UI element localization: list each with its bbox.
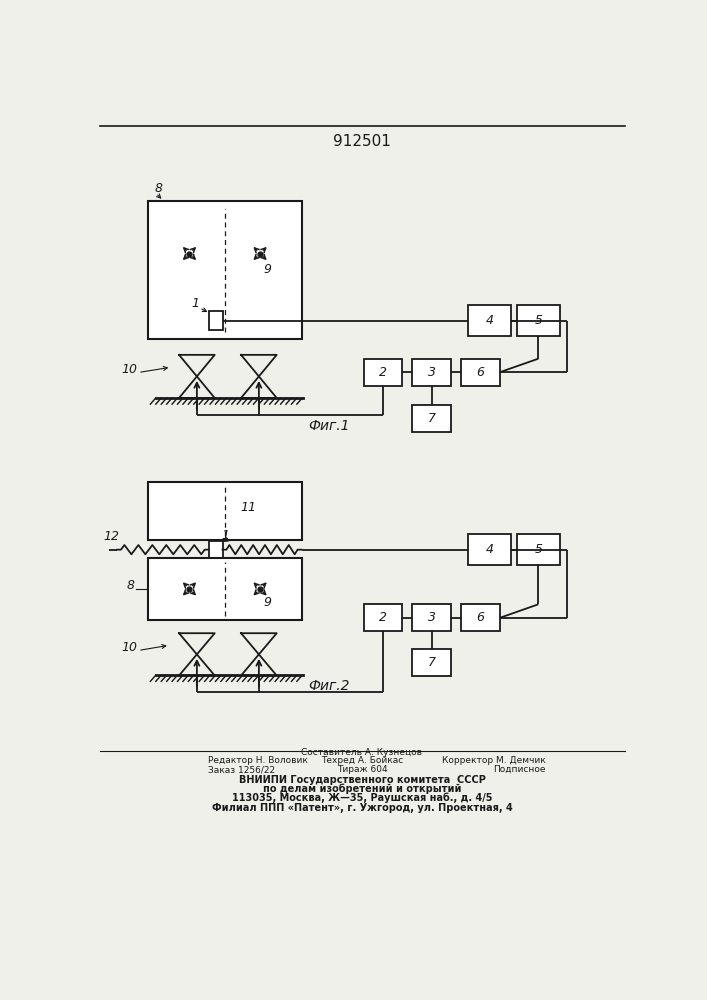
Text: 9: 9 (264, 263, 272, 276)
Bar (363, 604, 402, 631)
Bar (461, 604, 500, 631)
Bar (148, 558, 301, 620)
Text: 8: 8 (127, 579, 134, 592)
Text: Редактор Н. Воловик: Редактор Н. Воловик (209, 756, 308, 765)
Text: Техред А. Бойкас: Техред А. Бойкас (321, 756, 403, 765)
Text: 11: 11 (240, 501, 256, 514)
Text: 5: 5 (534, 314, 542, 327)
Bar (148, 201, 301, 339)
Bar (517, 305, 559, 336)
Text: 8: 8 (154, 182, 162, 195)
Bar (468, 534, 510, 565)
Bar (412, 359, 451, 386)
Bar (412, 405, 451, 432)
Text: Подписное: Подписное (493, 765, 546, 774)
Text: Заказ 1256/22: Заказ 1256/22 (209, 765, 276, 774)
Bar (209, 311, 223, 330)
Text: 3: 3 (428, 366, 436, 379)
Text: 7: 7 (428, 412, 436, 425)
Text: 10: 10 (121, 363, 137, 376)
Bar (412, 649, 451, 676)
Bar (468, 305, 510, 336)
Text: 9: 9 (263, 596, 271, 609)
Text: Фиг.1: Фиг.1 (308, 419, 349, 433)
Text: 3: 3 (428, 611, 436, 624)
Text: 6: 6 (477, 366, 484, 379)
Text: 1: 1 (222, 529, 230, 542)
Text: 6: 6 (477, 611, 484, 624)
Text: Составитель А. Кузнецов: Составитель А. Кузнецов (301, 748, 423, 757)
Text: Корректор М. Демчик: Корректор М. Демчик (442, 756, 546, 765)
Text: 7: 7 (428, 656, 436, 669)
Text: 4: 4 (486, 543, 493, 556)
Bar (517, 534, 559, 565)
Text: 12: 12 (103, 530, 119, 543)
Text: 2: 2 (379, 366, 387, 379)
Text: 10: 10 (121, 641, 137, 654)
Text: по делам изобретений и открытий: по делам изобретений и открытий (263, 784, 461, 794)
Text: 5: 5 (534, 543, 542, 556)
Text: Тираж 604: Тираж 604 (337, 765, 387, 774)
Text: 113035, Москва, Ж—35, Раушская наб., д. 4/5: 113035, Москва, Ж—35, Раушская наб., д. … (232, 793, 492, 803)
Text: Филиал ППП «Патент», г. Ужгород, ул. Проектная, 4: Филиал ППП «Патент», г. Ужгород, ул. Про… (211, 803, 513, 813)
Text: 2: 2 (379, 611, 387, 624)
Bar (363, 359, 402, 386)
Bar (461, 359, 500, 386)
Bar (412, 604, 451, 631)
Text: 4: 4 (486, 314, 493, 327)
Text: 912501: 912501 (333, 134, 391, 149)
Text: 1: 1 (192, 297, 199, 310)
Bar (148, 482, 301, 540)
Bar (209, 541, 223, 558)
Text: ВНИИПИ Государственного комитета  СССР: ВНИИПИ Государственного комитета СССР (238, 775, 486, 785)
Text: Фиг.2: Фиг.2 (308, 679, 349, 693)
